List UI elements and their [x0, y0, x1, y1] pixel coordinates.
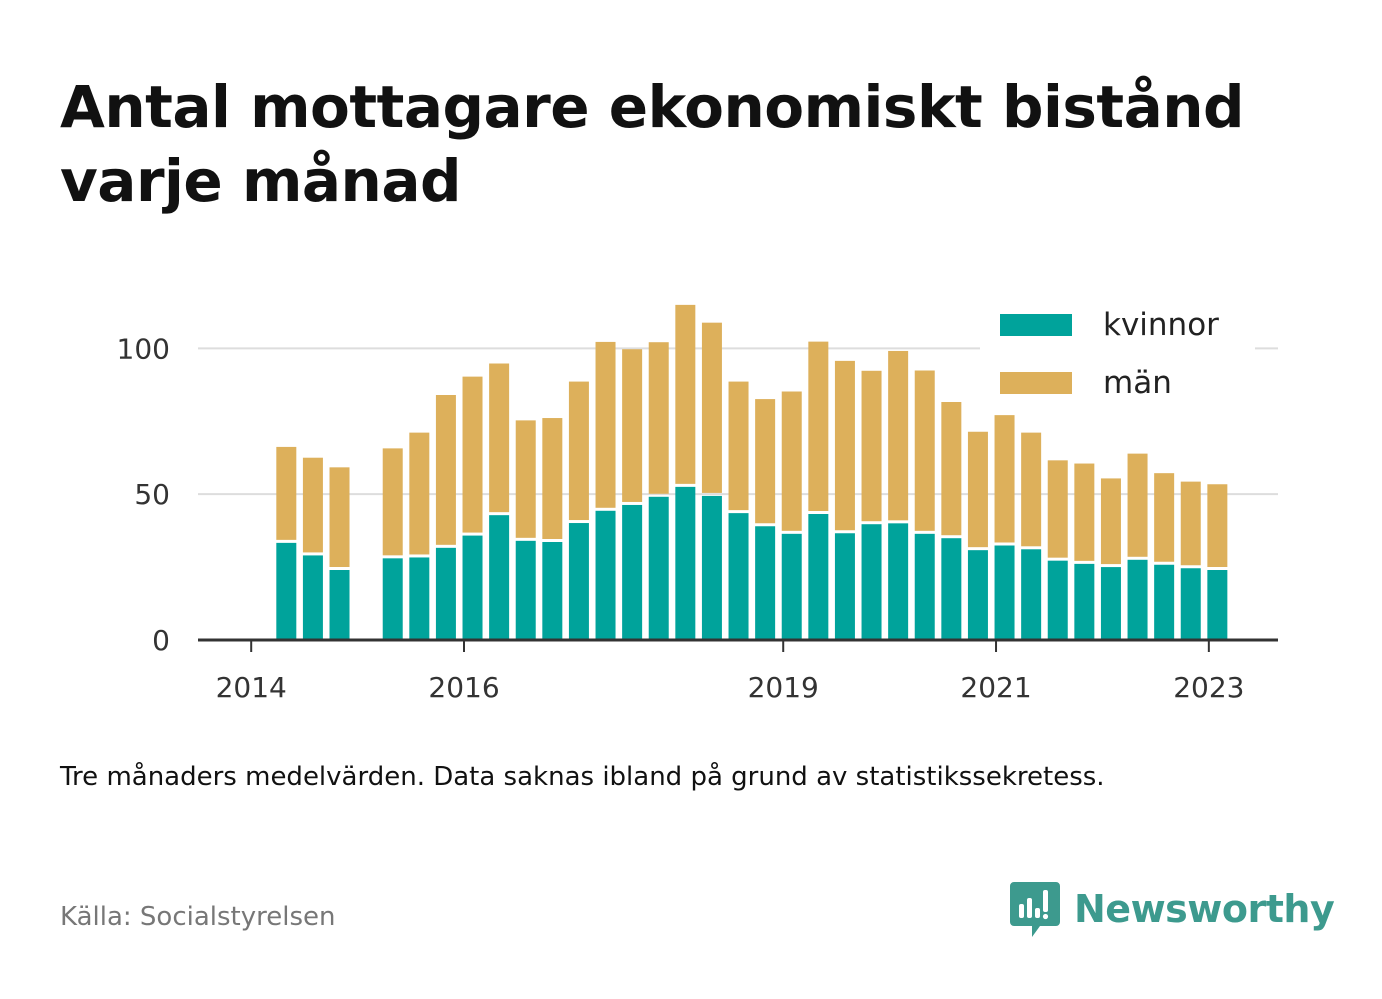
- bar-man: [568, 381, 589, 521]
- bar-kvinnor: [489, 515, 510, 640]
- bar-man: [435, 395, 456, 545]
- bar-kvinnor: [1100, 567, 1121, 640]
- y-tick-label: 100: [117, 332, 170, 365]
- bar-man: [489, 363, 510, 513]
- bar-man: [648, 342, 669, 494]
- bar-kvinnor: [914, 533, 935, 640]
- bar-kvinnor: [1180, 568, 1201, 640]
- bar-kvinnor: [888, 523, 909, 640]
- source-label: Källa: Socialstyrelsen: [60, 902, 336, 932]
- bar-man: [409, 432, 430, 555]
- bar-kvinnor: [302, 555, 323, 640]
- x-tick-label: 2019: [748, 671, 819, 704]
- bar-man: [622, 349, 643, 502]
- bar-man: [1154, 473, 1175, 562]
- bar-man: [595, 341, 616, 508]
- bar-man: [967, 431, 988, 548]
- bar-man: [1074, 463, 1095, 561]
- bar-man: [701, 322, 722, 493]
- bar-man: [755, 399, 776, 524]
- bar-kvinnor: [1074, 563, 1095, 640]
- x-tick-label: 2016: [428, 671, 499, 704]
- bar-kvinnor: [967, 550, 988, 640]
- bar-man: [808, 341, 829, 511]
- bar-kvinnor: [728, 513, 749, 640]
- bar-kvinnor: [808, 514, 829, 640]
- bar-kvinnor: [435, 547, 456, 640]
- bar-man: [542, 418, 563, 539]
- bar-kvinnor: [781, 533, 802, 640]
- bar-kvinnor: [941, 538, 962, 640]
- bar-kvinnor: [329, 570, 350, 640]
- chart-title: Antal mottagare ekonomiskt bistånd varje…: [60, 73, 1245, 215]
- bars: [276, 304, 1228, 640]
- bar-man: [1047, 460, 1068, 558]
- bar-man: [382, 448, 403, 556]
- brand-name: Newsworthy: [1074, 887, 1335, 931]
- chart-area: 0 50 100 2014 2016 2019 2021 2023 kvinnor män: [0, 280, 1382, 720]
- bar-man: [781, 391, 802, 531]
- bar-kvinnor: [1154, 564, 1175, 640]
- bar-man: [1127, 453, 1148, 557]
- bar-man: [462, 376, 483, 533]
- bar-man: [329, 467, 350, 567]
- bar-kvinnor: [622, 504, 643, 640]
- bar-kvinnor: [701, 495, 722, 640]
- bar-kvinnor: [462, 535, 483, 640]
- bar-kvinnor: [861, 524, 882, 640]
- bar-kvinnor: [382, 558, 403, 640]
- bar-man: [675, 304, 696, 484]
- brand-logo: Newsworthy: [1010, 880, 1335, 938]
- bar-man: [1100, 478, 1121, 565]
- bar-kvinnor: [595, 510, 616, 640]
- bar-man: [888, 350, 909, 521]
- bar-kvinnor: [1127, 559, 1148, 640]
- y-tick-label: 50: [134, 478, 170, 511]
- bar-kvinnor: [648, 496, 669, 640]
- legend-label: män: [1103, 365, 1172, 401]
- bar-man: [276, 446, 297, 540]
- bar-man: [1207, 484, 1228, 567]
- newsworthy-icon: [1010, 882, 1060, 937]
- bar-kvinnor: [568, 523, 589, 640]
- bar-kvinnor: [542, 542, 563, 640]
- bar-man: [994, 415, 1015, 543]
- bar-man: [861, 370, 882, 522]
- bar-man: [1180, 481, 1201, 566]
- chart-note: Tre månaders medelvärden. Data saknas ib…: [60, 762, 1105, 792]
- y-tick-label: 0: [152, 624, 170, 657]
- bar-kvinnor: [515, 540, 536, 640]
- bar-man: [1021, 432, 1042, 547]
- bar-kvinnor: [276, 542, 297, 640]
- bar-man: [515, 420, 536, 538]
- bar-kvinnor: [1021, 549, 1042, 640]
- x-tick-label: 2021: [960, 671, 1031, 704]
- bar-man: [302, 457, 323, 553]
- legend-swatch: [1000, 372, 1072, 394]
- bar-kvinnor: [994, 545, 1015, 640]
- bar-kvinnor: [1207, 570, 1228, 640]
- bar-man: [834, 360, 855, 531]
- stacked-bar-chart: 0 50 100 2014 2016 2019 2021 2023 kvinnor män: [117, 300, 1278, 704]
- bar-man: [941, 402, 962, 536]
- x-tick-label: 2014: [216, 671, 287, 704]
- legend-swatch: [1000, 314, 1072, 336]
- bar-kvinnor: [1047, 560, 1068, 640]
- bar-kvinnor: [834, 533, 855, 640]
- axes: 0 50 100 2014 2016 2019 2021 2023: [117, 332, 1278, 704]
- bar-man: [914, 370, 935, 531]
- legend: kvinnor män: [980, 300, 1255, 410]
- bar-man: [728, 381, 749, 511]
- bar-kvinnor: [675, 486, 696, 640]
- bar-kvinnor: [755, 526, 776, 640]
- x-tick-label: 2023: [1173, 671, 1244, 704]
- bar-kvinnor: [409, 557, 430, 640]
- legend-label: kvinnor: [1103, 307, 1219, 343]
